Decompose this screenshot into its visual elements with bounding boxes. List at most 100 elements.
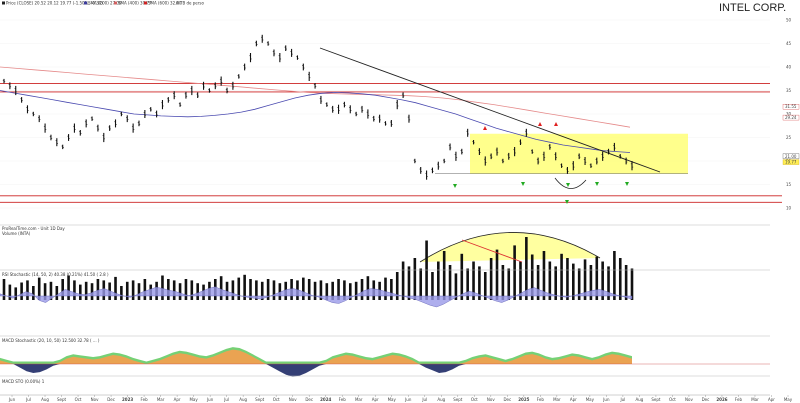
volume-bar xyxy=(583,259,587,300)
volume-bar xyxy=(137,283,141,300)
x-tick-label: Sept xyxy=(453,397,463,402)
legend-item: SMA (200) 27.00 xyxy=(88,1,122,6)
x-tick-label: 2023 xyxy=(122,397,133,402)
x-tick-label: Aug xyxy=(41,397,49,402)
volume-bar xyxy=(96,279,100,300)
x-tick-label: 2025 xyxy=(518,397,529,402)
volume-bar xyxy=(401,261,405,300)
x-tick-label: Sept xyxy=(255,397,265,402)
volume-bar xyxy=(366,276,370,300)
volume-bar xyxy=(272,280,276,300)
volume-bar xyxy=(601,261,604,300)
volume-bar xyxy=(466,268,469,300)
price-y-tick: 50 xyxy=(786,18,792,23)
x-tick-label: Mar xyxy=(157,397,165,402)
price-label-box xyxy=(782,114,800,121)
buy-arrow xyxy=(566,183,570,187)
volume-bar xyxy=(495,249,499,300)
price-label: 29.24 xyxy=(785,115,797,120)
volume-bar xyxy=(313,281,317,300)
x-tick-label: Oct xyxy=(273,397,280,402)
volume-bar xyxy=(337,279,340,300)
x-tick-label: Feb xyxy=(735,397,743,402)
volume-bar xyxy=(613,251,616,300)
volume-bar xyxy=(548,261,552,300)
volume-bar xyxy=(536,265,540,300)
volume-bar xyxy=(478,266,481,300)
volume-bar xyxy=(577,268,581,300)
x-tick-label: May xyxy=(189,397,198,402)
sma-400-line xyxy=(0,66,631,128)
volume-bar xyxy=(178,283,182,300)
x-tick-label: Dec xyxy=(702,397,710,402)
rsi-panel: RSI Stochastic (14, 50, 2) 40.38 (0.21%)… xyxy=(0,269,770,308)
volume-dome xyxy=(419,232,601,263)
macd-panel: MACD Stochastic (20, 10, 50) 12.500 32.7… xyxy=(0,335,770,377)
volume-bar xyxy=(407,266,411,300)
macd-negative-area xyxy=(0,364,632,377)
volume-bar xyxy=(84,281,88,300)
volume-bar xyxy=(483,272,487,300)
volume-bar xyxy=(489,258,493,300)
sma-200-line xyxy=(0,90,631,153)
x-tick-label: Aug xyxy=(239,397,247,402)
support-resistance-lines xyxy=(0,82,782,203)
x-tick-label: May xyxy=(784,397,793,402)
volume-bar xyxy=(607,266,610,300)
sell-arrow xyxy=(538,122,542,126)
chart-title: INTEL CORP. xyxy=(719,2,786,14)
volume-bar xyxy=(624,265,628,300)
volume-bar xyxy=(243,274,246,300)
volume-bar xyxy=(167,279,170,300)
x-tick-label: Jun xyxy=(404,397,412,402)
volume-bar xyxy=(196,283,199,300)
volume-bar xyxy=(519,261,522,300)
x-tick-label: Oct xyxy=(471,397,478,402)
volume-bar xyxy=(32,286,35,300)
x-tick-label: 2026 xyxy=(716,397,727,402)
volume-bar xyxy=(278,283,282,300)
x-tick-label: 2024 xyxy=(320,397,331,402)
x-tick-label: Feb xyxy=(141,397,149,402)
buy-arrow xyxy=(521,182,525,186)
volume-bar xyxy=(360,279,364,300)
volume-bar xyxy=(231,280,235,300)
volume-bar xyxy=(507,268,511,300)
volume-bar xyxy=(172,280,176,300)
price-label: 31.55 xyxy=(785,104,797,109)
signal-arrows xyxy=(453,122,629,204)
volume-bar xyxy=(325,283,329,300)
volume-bar xyxy=(566,258,569,300)
volume-bar xyxy=(114,276,117,300)
x-tick-label: May xyxy=(388,397,397,402)
volume-bar xyxy=(395,272,399,300)
volume-decline-line xyxy=(461,239,523,263)
volume-bar xyxy=(437,261,440,300)
x-tick-label: Aug xyxy=(437,397,445,402)
x-tick-label: Nov xyxy=(487,397,495,402)
volume-bar xyxy=(26,280,29,300)
volume-bar xyxy=(125,281,129,300)
volume-bar xyxy=(131,280,135,300)
volume-bar xyxy=(219,276,223,300)
volume-bar xyxy=(413,258,417,300)
sell-arrow xyxy=(483,126,487,130)
x-tick-label: Jul xyxy=(619,397,625,402)
volume-bar xyxy=(49,281,53,300)
price-label: 19.77 xyxy=(785,160,797,165)
volume-bar xyxy=(354,281,358,300)
macd-label: MACD Stochastic (20, 10, 50) 12.500 32.7… xyxy=(2,338,100,343)
bottom-panel: MACD STO (0.00%) 1 xyxy=(0,375,770,384)
legend-swatch xyxy=(176,1,179,5)
volume-bar xyxy=(501,265,505,300)
volume-bar xyxy=(237,277,241,300)
x-tick-label: Oct xyxy=(669,397,676,402)
volume-bar xyxy=(630,268,634,300)
x-tick-label: Feb xyxy=(339,397,347,402)
volume-bar xyxy=(307,279,311,300)
legend-swatch xyxy=(144,1,147,5)
legend-swatch xyxy=(114,1,117,5)
volume-bar xyxy=(343,280,346,300)
